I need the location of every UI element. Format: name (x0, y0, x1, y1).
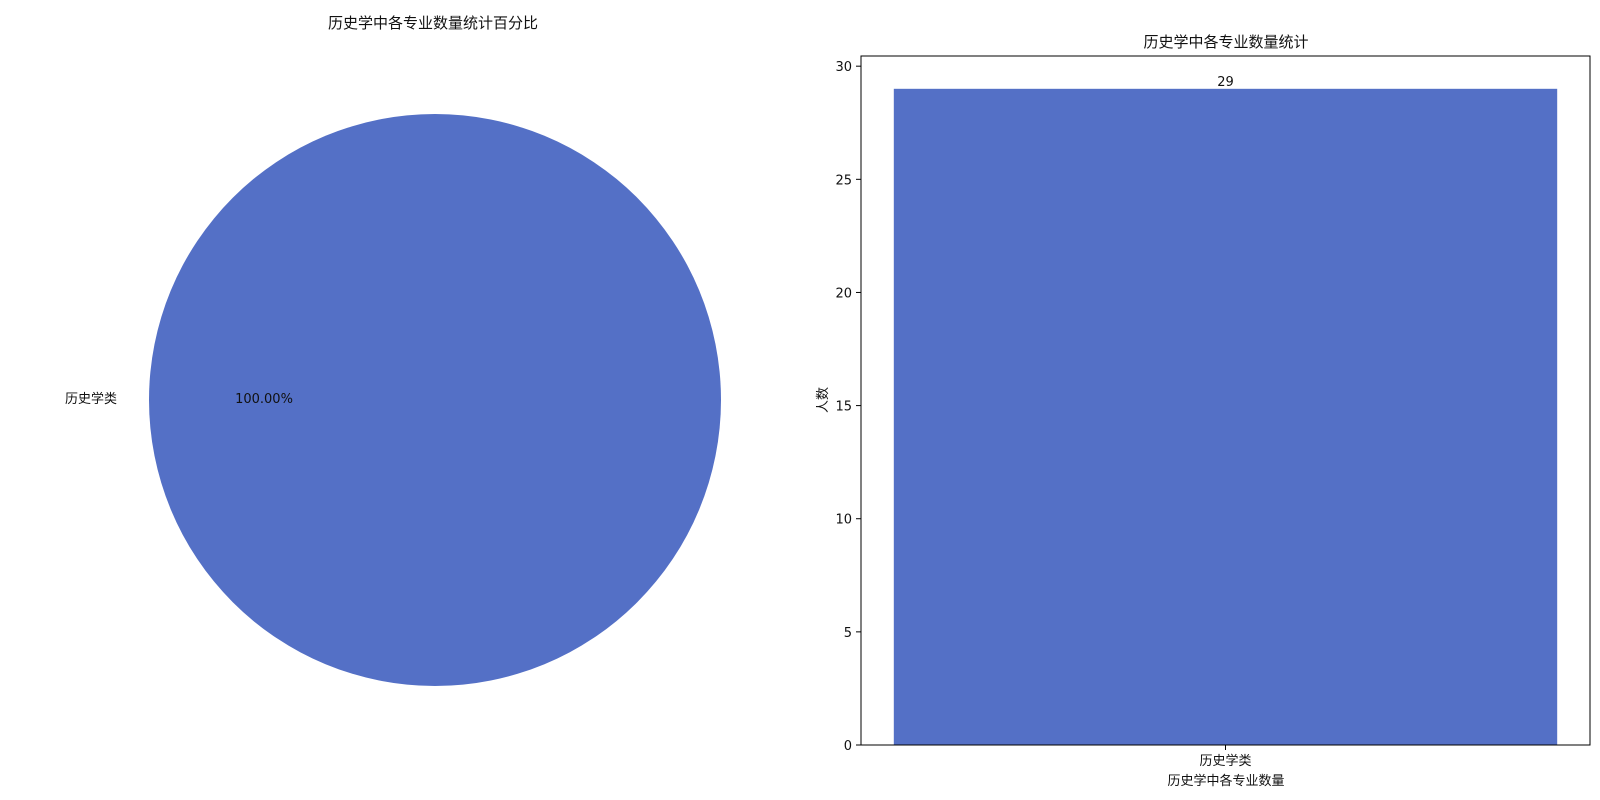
bar-marks: 29 (893, 75, 1558, 746)
bar-0 (893, 88, 1558, 746)
plot-frame (860, 55, 1591, 746)
y-tick-label-0: 0 (844, 739, 852, 754)
pie-slice-0 (149, 114, 721, 686)
pie-chart: 历史学中各专业数量统计百分比 历史学类 100.00% (65, 14, 721, 686)
y-tick-label-4: 20 (835, 286, 852, 301)
y-tick-label-1: 5 (844, 626, 852, 641)
x-tick-label-0: 历史学类 (1199, 753, 1251, 769)
y-tick-label-3: 15 (835, 400, 852, 415)
bar-chart: 历史学中各专业数量统计 29 0 5 10 15 20 25 30 历史学类 历史学中各专业… (816, 33, 1591, 789)
y-tick-label-6: 30 (835, 60, 852, 75)
bar-chart-title: 历史学中各专业数量统计 (1143, 33, 1308, 51)
pie-slices (149, 114, 721, 686)
bar-chart-ylabel: 人数 (816, 387, 831, 413)
y-tick-label-5: 25 (835, 173, 852, 188)
bar-chart-xlabel: 历史学中各专业数量 (1167, 773, 1284, 789)
pie-chart-title: 历史学中各专业数量统计百分比 (328, 14, 538, 32)
bar-value-label-0: 29 (1217, 75, 1234, 90)
pie-slice-percent-label: 100.00% (235, 392, 293, 407)
x-axis-ticks: 历史学类 (1199, 745, 1252, 769)
pie-slice-label: 历史学类 (65, 391, 117, 407)
y-tick-label-2: 10 (835, 513, 852, 528)
y-axis-ticks: 0 5 10 15 20 25 30 (835, 60, 861, 754)
